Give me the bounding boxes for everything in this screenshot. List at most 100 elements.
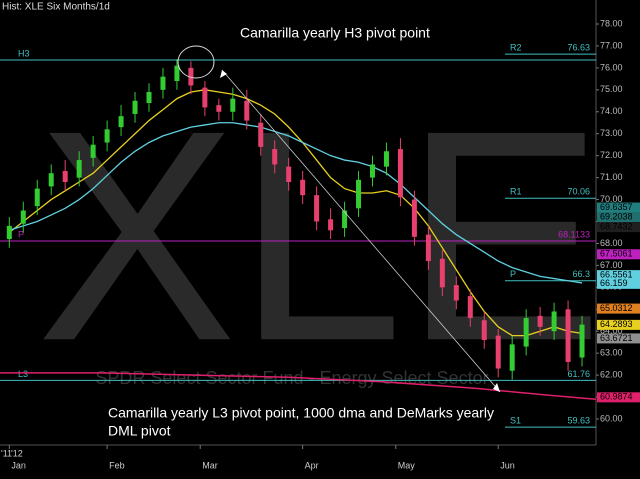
candle-body	[90, 144, 96, 158]
annotation: Camarilla yearly L3 pivot point, 1000 dm…	[108, 405, 494, 421]
candle-body	[230, 98, 236, 112]
level-value-label: 66.3	[572, 269, 590, 279]
x-tick-label: Apr	[305, 460, 319, 470]
y-tick-label: 73.00	[600, 128, 623, 138]
candle-body	[425, 234, 431, 261]
price-box-label: 69.6357	[600, 202, 633, 212]
price-box-label: 64.2893	[600, 319, 633, 329]
candle-body	[356, 179, 362, 209]
level-value-label: 59.63	[567, 415, 590, 425]
price-box	[597, 270, 640, 281]
x-tick-label: Jan	[11, 460, 26, 470]
annotation: DML pivot	[108, 423, 171, 439]
candle-body	[370, 164, 375, 178]
candle-body	[537, 315, 543, 327]
y-tick-label: 67.00	[600, 260, 623, 270]
arrow-head	[493, 383, 500, 392]
y-tick-label: 75.00	[600, 84, 623, 94]
candle-body	[579, 324, 585, 358]
chart-title: Hist: XLE Six Months/1d	[2, 2, 110, 13]
candle-body	[509, 344, 515, 371]
y-tick-label: 71.00	[600, 172, 623, 182]
level-value-label: 76.63	[567, 42, 590, 52]
candle-body	[481, 320, 487, 340]
dma-line	[0, 372, 597, 400]
arrow-head	[220, 70, 227, 78]
y-tick-label: 72.00	[600, 150, 623, 160]
price-box	[597, 212, 640, 223]
x-tick-label: Mar	[202, 460, 218, 470]
y-tick-label: 77.00	[600, 40, 623, 50]
year-label: '12	[11, 448, 23, 458]
candle-body	[383, 151, 389, 167]
trend-arrow	[221, 69, 501, 393]
candle-body	[342, 210, 348, 229]
price-box-label: 68.7432	[600, 222, 633, 232]
candle-body	[495, 335, 501, 369]
price-box	[597, 202, 640, 213]
level-label: S1	[510, 415, 521, 425]
candle-body	[328, 219, 334, 231]
candle-body	[244, 100, 250, 121]
level-label: H3	[18, 48, 30, 58]
annotation: Camarilla yearly H3 pivot point	[240, 25, 430, 41]
price-box-label: 63.6721	[600, 333, 633, 343]
price-box-label: 67.5061	[600, 249, 633, 259]
y-tick-label: 76.00	[600, 62, 623, 72]
candle-body	[188, 67, 194, 86]
candle-body	[48, 173, 54, 187]
candle-body	[104, 129, 110, 143]
candle-body	[118, 116, 124, 128]
level-value-label: 68.1133	[558, 229, 590, 239]
y-tick-label: 62.00	[600, 369, 623, 379]
watermark: XLE	[36, 67, 603, 403]
candle-body	[300, 179, 306, 196]
y-tick-label: 78.00	[600, 18, 623, 28]
price-box-label: 66.159	[600, 278, 628, 288]
y-tick-label: 74.00	[600, 106, 623, 116]
candle-body	[551, 311, 557, 332]
price-box-label: 65.0312	[600, 303, 633, 313]
x-tick-label: Jun	[500, 460, 515, 470]
highlight-ellipse	[177, 45, 215, 79]
candle-body	[202, 87, 208, 108]
candle-body	[439, 258, 445, 288]
price-box	[597, 333, 640, 344]
price-box-label: 66.5561	[600, 270, 633, 280]
candle-body	[453, 285, 459, 301]
candle-body	[565, 309, 571, 362]
candle-body	[286, 166, 292, 182]
price-box	[597, 222, 640, 233]
candle-body	[6, 225, 12, 240]
moving-average	[9, 122, 583, 284]
level-label: L3	[18, 369, 28, 379]
level-label: R1	[510, 187, 522, 197]
level-label: P	[510, 269, 516, 279]
price-box	[597, 319, 640, 330]
candle-body	[34, 188, 40, 207]
candle-body	[411, 199, 417, 237]
price-box	[597, 303, 640, 314]
level-label: P	[18, 229, 24, 239]
price-box	[597, 249, 640, 260]
level-value-label: 70.06	[567, 187, 590, 197]
price-box	[597, 392, 640, 403]
y-tick-label: 63.00	[600, 348, 623, 358]
price-box	[597, 278, 640, 289]
candle-body	[76, 160, 82, 178]
candle-body	[272, 149, 278, 165]
candle-body	[467, 296, 473, 319]
candle-body	[160, 76, 166, 90]
candle-body	[523, 318, 529, 347]
y-tick-label: 68.00	[600, 238, 623, 248]
y-tick-label: 60.00	[600, 413, 623, 423]
candle-body	[20, 210, 26, 224]
candle-body	[258, 122, 264, 147]
candle-body	[216, 105, 222, 112]
level-label: R2	[510, 42, 522, 52]
y-tick-label: 70.00	[600, 194, 623, 204]
year-label: '11	[1, 448, 12, 458]
candle-body	[397, 149, 403, 198]
